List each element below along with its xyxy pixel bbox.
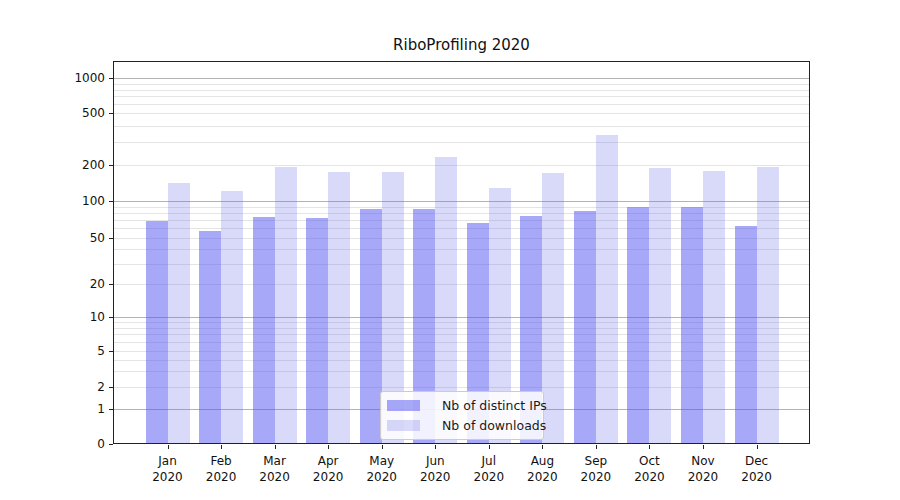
y-tick-label-0: 0 [35, 437, 105, 451]
x-tick-apr [328, 445, 329, 449]
gridline-minor-200 [114, 165, 809, 166]
y-tick-1 [109, 409, 113, 410]
x-tick-sep [596, 445, 597, 449]
figure: RiboProfiling 2020 0 1 2 5 10 20 50 100 200 500 10… [0, 0, 900, 500]
y-tick-10 [109, 317, 113, 318]
y-tick-100 [109, 201, 113, 202]
legend-label-downloads: Nb of downloads [428, 418, 546, 433]
y-tick-label-5: 5 [35, 344, 105, 358]
bar-distinct-ips-dec [735, 226, 757, 443]
bar-distinct-ips-may [360, 209, 382, 443]
legend-swatch-downloads [387, 420, 420, 431]
y-tick-label-500: 500 [35, 106, 105, 120]
bar-distinct-ips-sep [574, 211, 596, 443]
bar-distinct-ips-mar [253, 217, 275, 443]
y-tick-2 [109, 387, 113, 388]
bar-downloads-sep [596, 135, 618, 443]
y-tick-label-2: 2 [35, 380, 105, 394]
y-tick-label-1: 1 [35, 402, 105, 416]
y-tick-label-1000: 1000 [35, 71, 105, 85]
x-tick-may [382, 445, 383, 449]
y-tick-1000 [109, 78, 113, 79]
bar-downloads-oct [649, 168, 671, 443]
y-tick-label-100: 100 [35, 194, 105, 208]
gridline-minor-700 [114, 96, 809, 97]
gridline-major-1000 [114, 78, 809, 79]
y-tick-label-200: 200 [35, 158, 105, 172]
bar-distinct-ips-oct [627, 207, 649, 443]
bar-downloads-jan [168, 183, 190, 443]
y-tick-label-10: 10 [35, 310, 105, 324]
y-tick-label-20: 20 [35, 277, 105, 291]
x-tick-label-dec: Dec2020 [725, 453, 789, 485]
x-tick-jan [168, 445, 169, 449]
legend-item-distinct-ips: Nb of distinct IPs [387, 398, 535, 413]
bar-distinct-ips-apr [306, 218, 328, 443]
y-tick-200 [109, 165, 113, 166]
gridline-minor-500 [114, 113, 809, 114]
legend-item-downloads: Nb of downloads [387, 418, 535, 433]
chart-title: RiboProfiling 2020 [113, 36, 810, 54]
y-tick-50 [109, 238, 113, 239]
y-tick-0 [109, 444, 113, 445]
bar-downloads-feb [221, 191, 243, 443]
x-tick-jun [435, 445, 436, 449]
bar-distinct-ips-jan [146, 221, 168, 443]
x-tick-oct [649, 445, 650, 449]
legend: Nb of distinct IPs Nb of downloads [380, 391, 544, 440]
x-tick-dec [757, 445, 758, 449]
y-tick-500 [109, 113, 113, 114]
x-tick-mar [275, 445, 276, 449]
legend-label-distinct-ips: Nb of distinct IPs [428, 398, 547, 413]
x-tick-aug [542, 445, 543, 449]
gridline-minor-400 [114, 126, 809, 127]
bar-downloads-nov [703, 171, 725, 443]
bar-downloads-mar [275, 167, 297, 443]
y-tick-20 [109, 284, 113, 285]
bar-downloads-apr [328, 172, 350, 443]
legend-swatch-distinct-ips [387, 400, 420, 411]
bar-downloads-dec [757, 167, 779, 443]
bar-distinct-ips-nov [681, 207, 703, 443]
bar-distinct-ips-feb [199, 231, 221, 443]
x-tick-nov [703, 445, 704, 449]
x-tick-jul [489, 445, 490, 449]
gridline-minor-300 [114, 142, 809, 143]
x-tick-feb [221, 445, 222, 449]
plot-area [113, 61, 810, 444]
x-tick-year: 2020 [725, 469, 789, 485]
gridline-minor-900 [114, 84, 809, 85]
y-tick-5 [109, 351, 113, 352]
gridline-minor-600 [114, 104, 809, 105]
x-tick-month: Dec [725, 453, 789, 469]
gridline-minor-800 [114, 90, 809, 91]
y-tick-label-50: 50 [35, 231, 105, 245]
